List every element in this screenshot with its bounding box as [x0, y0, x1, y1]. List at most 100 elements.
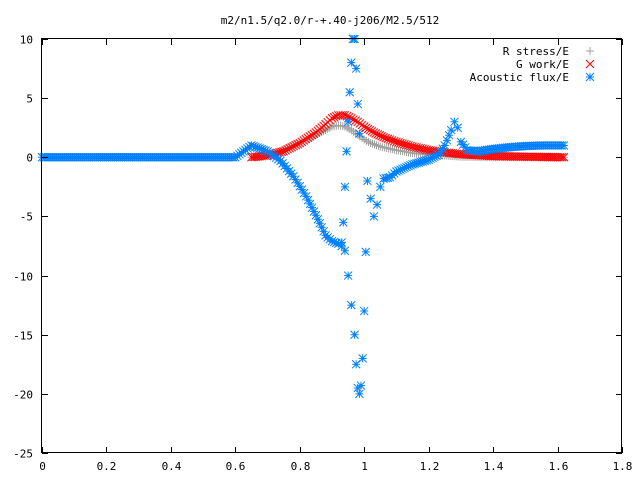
series-1-marker — [283, 144, 293, 154]
series-2-marker — [422, 155, 432, 165]
series-2-marker — [398, 164, 407, 174]
series-2-marker — [317, 222, 327, 232]
series-2-marker — [442, 135, 452, 145]
series-2-marker — [361, 247, 371, 257]
series-2-marker — [424, 155, 434, 165]
series-2-marker — [249, 141, 258, 151]
legend-label: G work/E — [516, 58, 569, 71]
y-tick-labels: 10 5 0 -5 -10 -15 -20 -25 — [13, 34, 33, 461]
series-2-marker — [305, 199, 315, 209]
series-2-marker — [428, 153, 437, 163]
series-2-marker — [319, 226, 328, 236]
series-0-marker — [374, 141, 383, 150]
series-0-marker — [372, 141, 381, 150]
series-2-marker — [338, 217, 348, 227]
series-2-marker — [303, 195, 313, 205]
series-2-marker — [291, 175, 300, 184]
series-2-marker — [433, 150, 443, 160]
series-1-marker — [279, 147, 289, 156]
series-2-marker — [351, 359, 361, 369]
series-2-marker — [255, 144, 264, 153]
series-2-marker — [414, 158, 423, 167]
series-1-marker — [363, 124, 373, 134]
series-2-marker — [453, 123, 463, 133]
x-tick-label: 0.4 — [162, 460, 182, 473]
series-2-marker — [396, 165, 405, 175]
series-2-marker — [259, 145, 268, 155]
series-1-marker — [365, 125, 375, 135]
y-tick-label: -25 — [13, 448, 33, 461]
series-2-marker — [251, 142, 260, 152]
series-2-marker — [311, 210, 321, 220]
series-2-marker — [559, 141, 569, 150]
series-0-marker — [364, 137, 373, 146]
series-2-marker — [331, 238, 341, 248]
series-2-marker — [261, 146, 270, 155]
x-tick-labels: 0 0.2 0.4 0.6 0.8 1 1.2 1.4 1.6 1.8 — [39, 460, 632, 473]
series-0-marker — [370, 140, 379, 149]
axis-ticks — [42, 39, 623, 454]
legend-marker — [586, 47, 594, 55]
series-2-marker — [315, 218, 325, 228]
y-tick-label: -5 — [20, 211, 33, 224]
series-2-marker — [412, 158, 421, 168]
x-tick-label: 1.2 — [420, 460, 440, 473]
series-2-marker — [343, 271, 353, 280]
series-2-marker — [408, 160, 417, 169]
series-1-marker — [559, 152, 569, 162]
series-2-marker — [253, 143, 262, 153]
series-0-marker — [368, 139, 377, 148]
legend-marker — [585, 59, 595, 69]
x-tick-label: 1.6 — [549, 460, 569, 473]
series-2-marker — [446, 125, 456, 135]
series-2-marker — [436, 147, 445, 157]
y-tick-label: -20 — [13, 389, 33, 402]
series-1-marker — [361, 123, 371, 133]
series-1-marker — [555, 152, 565, 162]
series-2-marker — [309, 207, 319, 216]
series-2-marker — [295, 181, 305, 191]
series-1-marker — [293, 139, 303, 149]
x-tick-label: 0 — [39, 460, 46, 473]
series-2-marker — [293, 178, 302, 188]
series-2-marker — [450, 117, 459, 127]
series-0-marker — [345, 124, 354, 133]
series-2-marker — [257, 144, 266, 154]
series-1-marker — [342, 111, 352, 121]
series-2-marker — [288, 171, 298, 181]
chart-title: m2/n1.5/q2.0/r-+.40-j206/M2.5/512 — [221, 14, 440, 27]
x-tick-label: 1.8 — [613, 460, 633, 473]
series-0-marker — [366, 139, 375, 148]
series-0-marker — [358, 133, 367, 142]
series-2-marker — [406, 160, 415, 170]
y-tick-label: -10 — [13, 271, 33, 284]
series-2-marker — [353, 99, 363, 109]
series-0-marker — [362, 136, 371, 145]
series-2-marker — [327, 236, 337, 246]
series-2-marker — [410, 159, 419, 169]
series-2-marker — [340, 182, 350, 192]
series-1-marker — [334, 110, 343, 120]
series-2-marker — [426, 154, 435, 164]
series-1-marker — [351, 116, 360, 125]
series-2-marker — [359, 306, 369, 316]
series-2-marker — [313, 214, 323, 224]
series-0-marker — [343, 123, 352, 132]
series-2-marker — [343, 117, 353, 127]
series-0-marker — [360, 135, 369, 144]
series-2-marker — [416, 157, 425, 167]
series-2-marker — [299, 188, 309, 198]
y-tick-label: 10 — [20, 34, 33, 47]
series-2-marker — [350, 330, 359, 340]
series-2-marker — [247, 141, 256, 150]
series-2-marker — [297, 185, 307, 194]
series-2-marker — [355, 389, 364, 399]
series-2-marker — [346, 58, 356, 68]
series-2-marker — [404, 161, 413, 171]
series-2-marker — [307, 203, 317, 213]
series-2-marker — [329, 237, 339, 247]
series-0-marker — [349, 127, 358, 136]
series-1-marker — [359, 122, 369, 131]
